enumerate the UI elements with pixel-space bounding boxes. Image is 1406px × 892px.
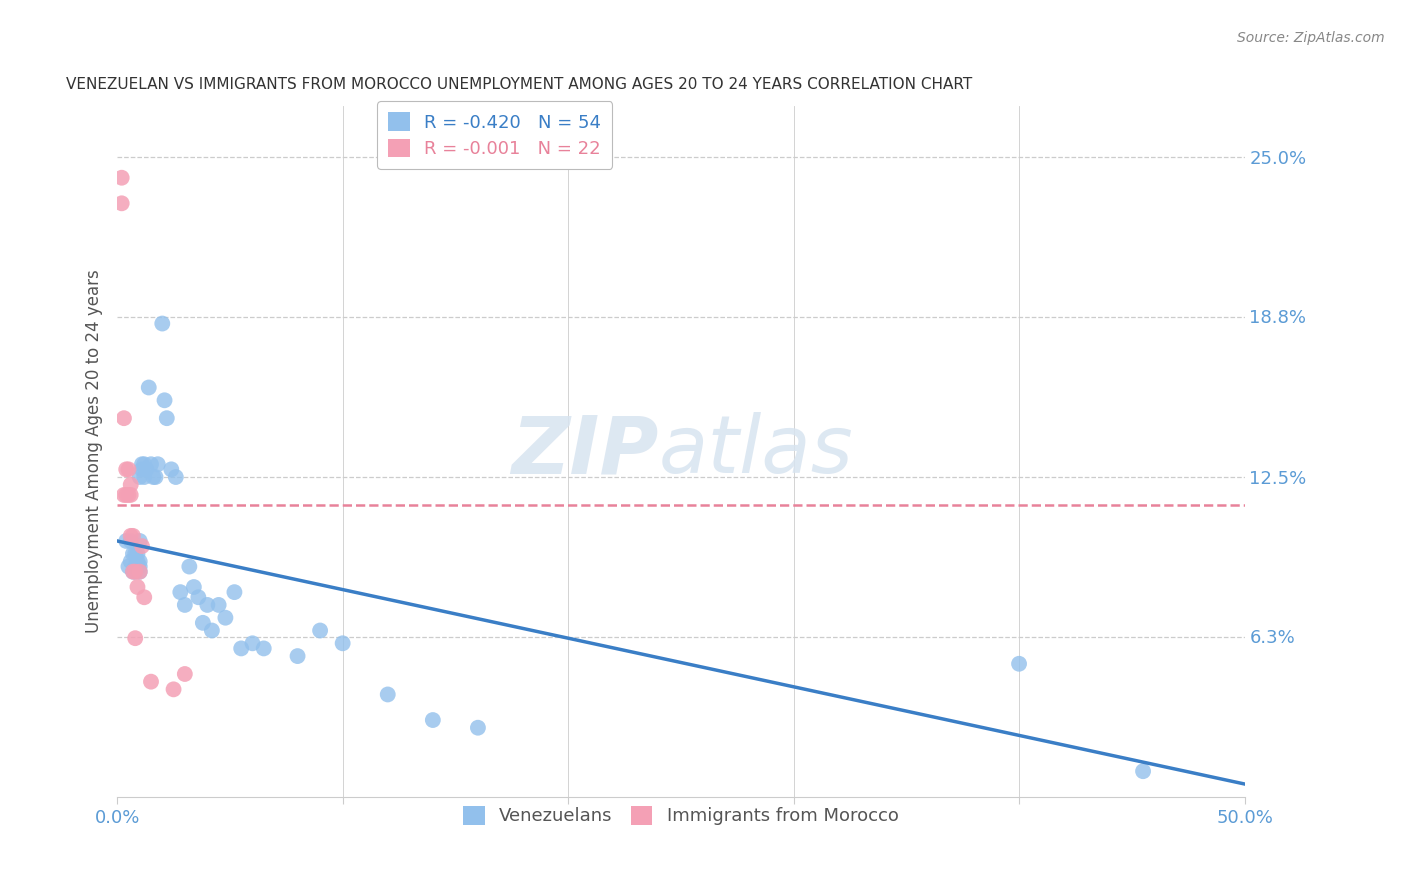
Point — [287, 649, 309, 664]
Point — [131, 457, 153, 471]
Point — [122, 565, 145, 579]
Point — [253, 641, 276, 656]
Point — [173, 667, 195, 681]
Point — [332, 636, 354, 650]
Point — [124, 631, 146, 645]
Point — [128, 565, 150, 579]
Point — [124, 559, 146, 574]
Point — [120, 533, 142, 548]
Point — [377, 688, 399, 702]
Point — [156, 411, 179, 425]
Point — [183, 580, 205, 594]
Point — [1132, 764, 1154, 779]
Point — [115, 462, 138, 476]
Point — [127, 547, 149, 561]
Point — [187, 591, 209, 605]
Point — [117, 559, 139, 574]
Point — [127, 580, 149, 594]
Point — [131, 462, 153, 476]
Point — [127, 554, 149, 568]
Point — [214, 611, 236, 625]
Point — [128, 533, 150, 548]
Point — [224, 585, 246, 599]
Text: Source: ZipAtlas.com: Source: ZipAtlas.com — [1237, 31, 1385, 45]
Point — [117, 488, 139, 502]
Point — [142, 470, 165, 484]
Point — [134, 591, 156, 605]
Point — [195, 598, 218, 612]
Point — [179, 559, 201, 574]
Point — [112, 488, 135, 502]
Point — [115, 533, 138, 548]
Point — [122, 529, 145, 543]
Point — [150, 317, 173, 331]
Point — [169, 585, 191, 599]
Point — [120, 529, 142, 543]
Point — [191, 615, 214, 630]
Point — [117, 462, 139, 476]
Point — [134, 470, 156, 484]
Point — [111, 170, 134, 185]
Point — [467, 721, 489, 735]
Point — [146, 457, 169, 471]
Point — [124, 565, 146, 579]
Point — [208, 598, 231, 612]
Point — [111, 196, 134, 211]
Point — [120, 477, 142, 491]
Point — [128, 470, 150, 484]
Point — [128, 565, 150, 579]
Point — [135, 462, 157, 476]
Point — [134, 457, 156, 471]
Point — [127, 559, 149, 574]
Point — [422, 713, 444, 727]
Point — [201, 624, 224, 638]
Point — [162, 682, 184, 697]
Point — [120, 488, 142, 502]
Point — [139, 674, 162, 689]
Point — [139, 457, 162, 471]
Point — [115, 488, 138, 502]
Legend: Venezuelans, Immigrants from Morocco: Venezuelans, Immigrants from Morocco — [456, 799, 905, 832]
Point — [120, 554, 142, 568]
Point — [128, 554, 150, 568]
Point — [124, 547, 146, 561]
Text: ZIP: ZIP — [510, 412, 658, 491]
Point — [138, 380, 160, 394]
Point — [160, 462, 183, 476]
Point — [112, 411, 135, 425]
Text: atlas: atlas — [658, 412, 853, 491]
Point — [145, 470, 167, 484]
Y-axis label: Unemployment Among Ages 20 to 24 years: Unemployment Among Ages 20 to 24 years — [86, 269, 103, 633]
Point — [165, 470, 187, 484]
Point — [309, 624, 332, 638]
Point — [173, 598, 195, 612]
Text: VENEZUELAN VS IMMIGRANTS FROM MOROCCO UNEMPLOYMENT AMONG AGES 20 TO 24 YEARS COR: VENEZUELAN VS IMMIGRANTS FROM MOROCCO UN… — [66, 78, 973, 93]
Point — [122, 565, 145, 579]
Point — [231, 641, 253, 656]
Point — [131, 539, 153, 553]
Point — [124, 565, 146, 579]
Point — [153, 393, 176, 408]
Point — [1008, 657, 1031, 671]
Point — [128, 559, 150, 574]
Point — [122, 547, 145, 561]
Point — [242, 636, 264, 650]
